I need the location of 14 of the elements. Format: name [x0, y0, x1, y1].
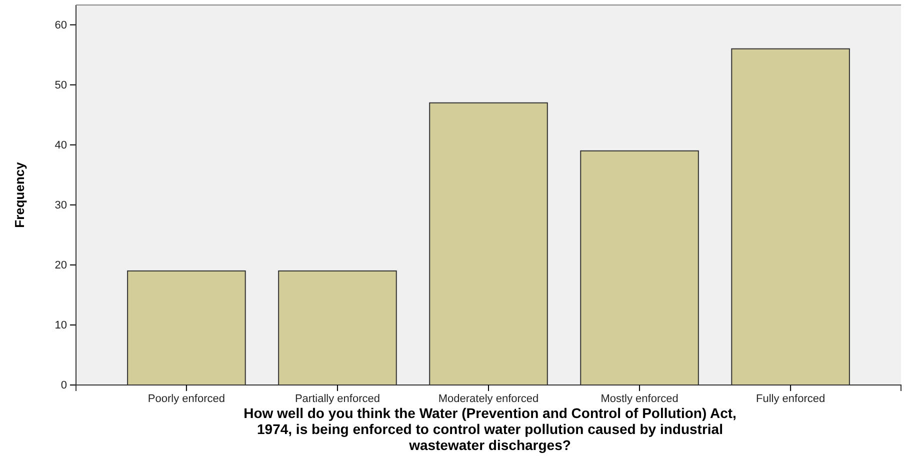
y-tick-label: 0: [60, 380, 67, 392]
x-tick-label: Moderately enforced: [438, 392, 539, 405]
y-tick-label: 30: [54, 199, 67, 212]
x-axis-title: How well do you think the Water (Prevention and Control of Pollution) Act, 1974, is being enforced to control water pollution caused by industrial wastewater discharges?: [244, 405, 736, 453]
x-tick-label: Poorly enforced: [148, 392, 225, 405]
y-tick-label: 40: [54, 139, 67, 152]
y-tick-label: 50: [54, 79, 67, 92]
y-tick-label: 20: [54, 259, 67, 272]
x-tick-label: Fully enforced: [756, 392, 826, 405]
x-tick-label: Partially enforced: [294, 392, 380, 405]
y-tick-label: 60: [54, 19, 67, 32]
x-tick-label: Mostly enforced: [600, 392, 678, 405]
y-axis-title: Frequency: [12, 161, 27, 228]
y-tick-label: 10: [54, 319, 67, 332]
